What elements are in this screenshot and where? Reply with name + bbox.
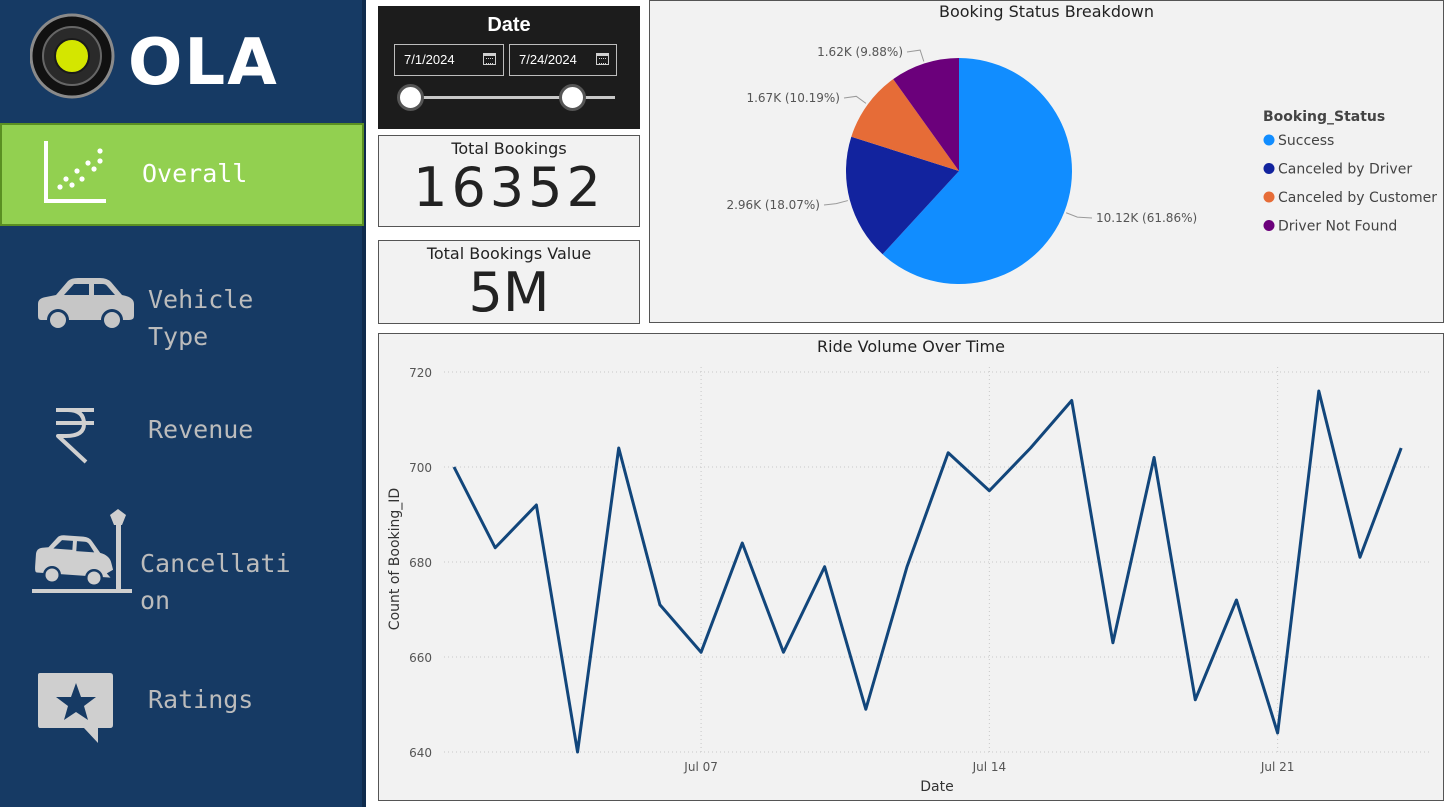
leader-line	[906, 49, 925, 62]
x-tick-label: Jul 14	[972, 760, 1007, 774]
y-tick-label: 680	[409, 556, 432, 570]
y-tick-label: 640	[409, 746, 432, 760]
y-tick-label: 720	[409, 366, 432, 380]
pie-slice-canceled-by-customer[interactable]	[851, 79, 959, 171]
start-date-input[interactable]: 7/1/2024	[394, 44, 504, 76]
series-line	[452, 389, 1403, 754]
total-value-label: Total Bookings Value	[426, 244, 592, 263]
legend-marker	[1263, 163, 1275, 174]
nav-label-ratings: Ratings	[148, 685, 254, 714]
nav-item-overall[interactable]: Overall	[0, 123, 364, 226]
pie-slice-driver-not-found[interactable]	[893, 58, 959, 171]
rupee-icon	[56, 408, 94, 464]
legend-marker	[1263, 191, 1275, 203]
start-date-value: 7/1/2024	[404, 52, 455, 67]
date-range-slider-track[interactable]	[410, 96, 615, 99]
pie-data-label: 1.62K (9.88%)	[817, 45, 903, 59]
nav-label-type: Type	[148, 322, 209, 351]
pie-slice-canceled-by-driver[interactable]	[846, 136, 959, 255]
star-chat-icon	[38, 673, 113, 743]
slicer-title: Date	[487, 14, 531, 36]
total-bookings-label: Total Bookings	[451, 139, 567, 158]
nav-label-overall: Overall	[142, 159, 248, 188]
total-bookings-card: Total Bookings 16352	[378, 135, 640, 227]
nav-label-vehicle: Vehicle	[148, 285, 254, 314]
legend-item[interactable]: Canceled by Driver	[1278, 162, 1412, 178]
x-axis-title: Date	[920, 779, 953, 795]
x-tick-label: Jul 07	[683, 760, 718, 774]
legend-item[interactable]: Canceled by Customer	[1278, 190, 1437, 206]
slider-start-handle[interactable]	[397, 84, 424, 111]
booking-status-pie-chart[interactable]: 10.12K (61.86%) 2.96K (18.07%) 1.67K (10.1…	[650, 1, 1443, 322]
y-axis-title: Count of Booking_ID	[387, 488, 403, 630]
total-value-value: 5M	[468, 261, 550, 324]
booking-status-visual[interactable]: Booking Status Breakdown 10.12K (61.86%)…	[649, 0, 1444, 323]
pie-data-label: 1.67K (10.19%)	[746, 91, 840, 105]
ola-logo: OLA	[30, 13, 279, 100]
ride-volume-line-chart[interactable]: 640 660 680 700 720 Jul 07 Jul 14 Jul 21 Date Cou…	[379, 334, 1443, 800]
nav-label-cancellati: Cancellati	[140, 549, 291, 578]
legend-marker	[1263, 134, 1275, 146]
legend-marker	[1263, 220, 1275, 231]
logo-text: OLA	[128, 26, 279, 100]
calendar-icon[interactable]	[483, 53, 496, 65]
line-title: Ride Volume Over Time	[817, 337, 1005, 356]
legend-title: Booking_Status	[1263, 109, 1385, 125]
leader-line	[843, 95, 867, 104]
ride-volume-visual[interactable]: Ride Volume Over Time 640 660 680 700 720 Jul…	[378, 333, 1444, 801]
y-tick-label: 700	[409, 461, 432, 475]
nav-label-revenue: Revenue	[148, 415, 254, 444]
car-crash-icon	[32, 509, 132, 593]
pie-data-label: 2.96K (18.07%)	[726, 198, 820, 212]
car-icon	[38, 278, 134, 331]
leader-line	[1065, 212, 1093, 219]
total-bookings-value: 16352	[413, 156, 605, 219]
total-bookings-value-card: Total Bookings Value 5M	[378, 240, 640, 324]
nav-label-on: on	[140, 586, 171, 615]
legend-item[interactable]: Success	[1278, 133, 1334, 149]
nav-item-revenue[interactable]: Revenue	[0, 400, 366, 470]
nav-item-cancellation[interactable]: Cancellati on	[0, 505, 366, 625]
calendar-icon[interactable]	[596, 53, 609, 65]
scatter-chart-icon	[44, 141, 106, 203]
sidebar-divider	[362, 0, 366, 807]
nav-item-vehicle-type[interactable]: Vehicle Type	[0, 262, 366, 362]
x-tick-label: Jul 21	[1260, 760, 1295, 774]
y-tick-label: 660	[409, 651, 432, 665]
end-date-input[interactable]: 7/24/2024	[509, 44, 617, 76]
nav-item-ratings[interactable]: Ratings	[0, 665, 366, 745]
end-date-value: 7/24/2024	[519, 52, 577, 67]
leader-line	[823, 200, 848, 206]
legend-item[interactable]: Driver Not Found	[1278, 219, 1397, 235]
date-slicer: Date 7/1/2024 7/24/2024	[378, 6, 640, 129]
pie-slice-success[interactable]	[882, 58, 1072, 284]
pie-data-label: 10.12K (61.86%)	[1096, 211, 1197, 225]
pie-title: Booking Status Breakdown	[938, 2, 1154, 21]
sidebar: OLA Overall Vehicle Type	[0, 0, 366, 807]
slider-end-handle[interactable]	[559, 84, 586, 111]
